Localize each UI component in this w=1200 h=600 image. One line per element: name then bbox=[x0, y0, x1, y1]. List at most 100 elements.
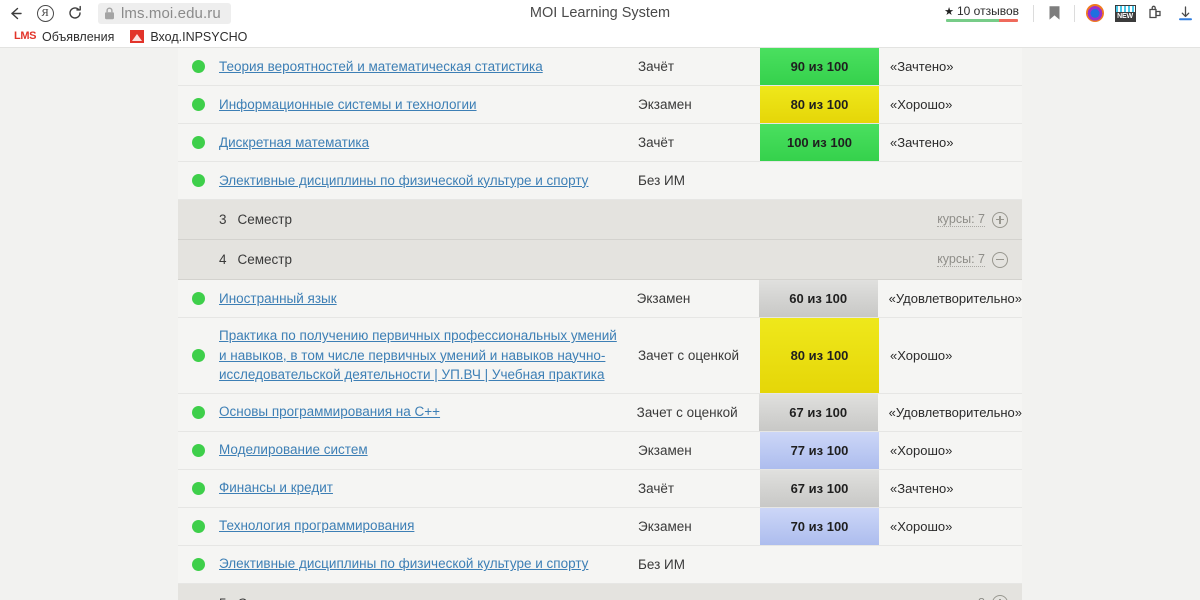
semester-course-count: курсы: 8 bbox=[937, 596, 985, 600]
status-dot-icon bbox=[192, 481, 205, 495]
semester-header-row[interactable]: 5 Семестр курсы: 8 bbox=[178, 583, 1022, 600]
semester-header-row[interactable]: 4 Семестр курсы: 7 bbox=[178, 240, 1022, 280]
status-dot-icon bbox=[192, 405, 205, 419]
score-cell: 80 из 100 bbox=[760, 86, 879, 123]
bookmark-item-announcements[interactable]: LMS Объявления bbox=[6, 27, 122, 47]
control-type-cell: Без ИМ bbox=[638, 556, 685, 572]
mark-cell: «Хорошо» bbox=[890, 347, 953, 363]
table-row[interactable]: Технология программирования Экзамен 70 из … bbox=[178, 507, 1022, 546]
status-dot-icon bbox=[192, 98, 205, 111]
course-name-link[interactable]: Дискретная математика bbox=[219, 134, 370, 150]
yandex-button[interactable]: Я bbox=[30, 1, 60, 25]
control-type-cell: Зачёт bbox=[638, 59, 675, 74]
semester-right-group: курсы: 7 bbox=[937, 211, 1008, 228]
mark-cell: «Зачтено» bbox=[890, 480, 954, 496]
score-cell: 100 из 100 bbox=[760, 124, 879, 161]
mark-cell: «Зачтено» bbox=[890, 59, 954, 74]
course-name-link[interactable]: Информационные системы и технологии bbox=[219, 96, 477, 112]
inpsycho-favicon-icon bbox=[130, 30, 145, 43]
course-name-link[interactable]: Иностранный язык bbox=[219, 290, 337, 306]
course-name-link[interactable]: Моделирование систем bbox=[219, 442, 368, 458]
table-row[interactable]: Информационные системы и технологии Экзам… bbox=[178, 86, 1022, 124]
score-cell: 60 из 100 bbox=[758, 280, 878, 317]
mark-cell: «Хорошо» bbox=[890, 442, 953, 458]
bookmark-label: Вход.INPSYCHO bbox=[150, 29, 248, 44]
table-row[interactable]: Дискретная математика Зачёт 100 из 100 «Зач… bbox=[178, 124, 1022, 162]
course-name-cell: Технология программирования bbox=[219, 508, 638, 545]
semester-label: Семестр bbox=[237, 252, 293, 267]
status-dot-cell bbox=[178, 394, 219, 431]
course-name-link[interactable]: Технология программирования bbox=[219, 518, 415, 534]
course-name-link[interactable]: Элективные дисциплины по физической куль… bbox=[219, 556, 589, 572]
status-dot-cell bbox=[178, 162, 219, 199]
status-dot-icon bbox=[192, 60, 205, 73]
yandex-icon: Я bbox=[36, 4, 54, 22]
semester-header-row[interactable]: 3 Семестр курсы: 7 bbox=[178, 200, 1022, 240]
semester-course-count: курсы: 7 bbox=[937, 252, 985, 267]
toolbar-divider-2 bbox=[1074, 4, 1075, 22]
status-dot-icon bbox=[192, 292, 205, 305]
table-row[interactable]: Теория вероятностей и математическая ста… bbox=[178, 48, 1022, 86]
course-name-link[interactable]: Элективные дисциплины по физической куль… bbox=[219, 172, 589, 188]
mark-cell: «Хорошо» bbox=[890, 518, 953, 534]
bookmark-button[interactable] bbox=[1039, 0, 1069, 26]
semester-course-count: курсы: 7 bbox=[937, 212, 985, 227]
course-name-cell: Информационные системы и технологии bbox=[219, 86, 638, 123]
course-name-cell: Основы программирования на C++ bbox=[219, 394, 637, 431]
mark-cell bbox=[879, 546, 1022, 583]
score-cell bbox=[760, 162, 879, 199]
bookmark-label: Объявления bbox=[42, 29, 115, 44]
semester-number: 5 bbox=[219, 596, 227, 600]
status-dot-icon bbox=[192, 519, 205, 533]
table-row[interactable]: Моделирование систем Экзамен 77 из 100 «Хор… bbox=[178, 431, 1022, 470]
site-rating-widget[interactable]: ★ 10 отзывов bbox=[935, 4, 1028, 22]
course-name-cell: Финансы и кредит bbox=[219, 470, 638, 507]
profile-orb-icon[interactable] bbox=[1080, 0, 1110, 26]
course-name-cell: Практика по получению первичных професси… bbox=[219, 318, 638, 393]
table-row[interactable]: Элективные дисциплины по физической куль… bbox=[178, 545, 1022, 584]
table-row[interactable]: Практика по получению первичных професси… bbox=[178, 318, 1022, 394]
semester-label: Семестр bbox=[238, 596, 293, 600]
lock-icon bbox=[104, 7, 115, 20]
control-type-cell: Зачет с оценкой bbox=[638, 347, 740, 363]
status-dot-icon bbox=[192, 557, 205, 571]
course-name-cell: Моделирование систем bbox=[219, 432, 638, 469]
table-row[interactable]: Иностранный язык Экзамен 60 из 100 «Удовлет… bbox=[178, 280, 1022, 318]
table-row[interactable]: Элективные дисциплины по физической куль… bbox=[178, 162, 1022, 200]
table-row[interactable]: Финансы и кредит Зачёт 67 из 100 «Зачтено» bbox=[178, 469, 1022, 508]
course-name-cell: Иностранный язык bbox=[219, 280, 637, 317]
status-dot-cell bbox=[178, 432, 219, 469]
expand-semester-icon[interactable] bbox=[992, 211, 1008, 228]
bookmarks-bar: LMS Объявления Вход.INPSYCHO bbox=[0, 26, 1200, 48]
toolbar-divider-1 bbox=[1033, 4, 1034, 22]
reload-button[interactable] bbox=[60, 1, 90, 25]
course-name-link[interactable]: Теория вероятностей и математическая ста… bbox=[219, 58, 543, 74]
expand-semester-icon[interactable] bbox=[992, 595, 1008, 600]
toolbar-right-group: ★ 10 отзывов NEW bbox=[935, 0, 1200, 26]
mark-cell: «Зачтено» bbox=[890, 135, 954, 150]
score-cell: 90 из 100 bbox=[760, 48, 879, 85]
control-type-cell: Зачёт bbox=[638, 135, 675, 150]
back-button[interactable] bbox=[0, 1, 30, 25]
course-name-link[interactable]: Практика по получению первичных професси… bbox=[219, 328, 617, 383]
address-bar[interactable]: lms.moi.edu.ru bbox=[98, 2, 231, 24]
course-name-link[interactable]: Основы программирования на C++ bbox=[219, 404, 441, 420]
score-cell: 70 из 100 bbox=[760, 507, 879, 545]
status-dot-icon bbox=[192, 348, 205, 362]
download-icon[interactable] bbox=[1170, 0, 1200, 26]
bookmark-item-inpsycho[interactable]: Вход.INPSYCHO bbox=[122, 27, 255, 47]
control-type-cell: Зачет с оценкой bbox=[636, 404, 738, 420]
status-dot-cell bbox=[178, 508, 219, 545]
status-dot-cell bbox=[178, 318, 219, 393]
table-row[interactable]: Основы программирования на C++ Зачет с оц… bbox=[178, 393, 1022, 432]
course-name-link[interactable]: Финансы и кредит bbox=[219, 480, 333, 496]
mark-cell: «Хорошо» bbox=[890, 97, 953, 112]
extensions-puzzle-icon[interactable] bbox=[1140, 0, 1170, 26]
new-extension-icon[interactable]: NEW bbox=[1110, 0, 1140, 26]
collapse-semester-icon[interactable] bbox=[992, 251, 1008, 268]
control-type-cell: Экзамен bbox=[638, 97, 692, 112]
course-name-cell: Теория вероятностей и математическая ста… bbox=[219, 48, 638, 85]
page-viewport: Теория вероятностей и математическая ста… bbox=[0, 48, 1200, 600]
mark-cell bbox=[879, 162, 1022, 199]
status-dot-cell bbox=[178, 48, 219, 85]
